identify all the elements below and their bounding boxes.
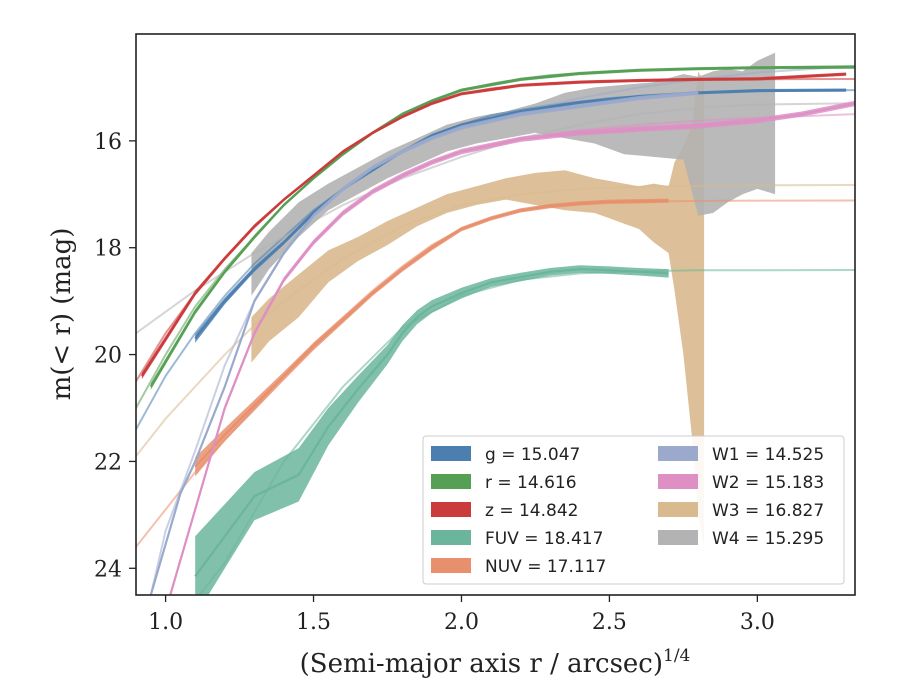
legend-frame <box>422 435 845 585</box>
data-line-r <box>149 66 855 388</box>
legend-label-r: r = 14.616 <box>485 473 577 493</box>
legend-swatch-fuv <box>431 530 471 545</box>
legend-label-w3: W3 = 16.827 <box>712 501 824 521</box>
x-axis-ticks: 1.0 1.5 2.0 2.5 3.0 <box>148 595 775 635</box>
legend-swatch-w4 <box>658 530 698 545</box>
data-line-w2 <box>169 102 855 595</box>
y-tick-label: 24 <box>94 557 122 582</box>
data-line-z <box>140 73 847 377</box>
legend-label-w2: W2 = 15.183 <box>712 473 824 493</box>
legend-swatch-w1 <box>658 446 698 461</box>
legend-label-w4: W4 = 15.295 <box>712 529 824 549</box>
legend-label-z: z = 14.842 <box>485 501 578 521</box>
data-line-fuv <box>194 267 669 577</box>
model-line-w3 <box>136 184 855 457</box>
y-tick-label: 20 <box>94 344 122 369</box>
legend-label-fuv: FUV = 18.417 <box>485 529 603 549</box>
data-line-w1 <box>149 91 699 595</box>
x-axis-label: (Semi-major axis r / arcsec)1/4 <box>300 646 691 679</box>
x-tick-label: 2.5 <box>592 610 627 635</box>
legend: g = 15.047 r = 14.616 z = 14.842 FUV = 18.4… <box>422 435 845 585</box>
x-tick-label: 1.0 <box>148 610 183 635</box>
data-line-nuv <box>194 199 669 468</box>
legend-label-g: g = 15.047 <box>485 445 580 465</box>
data-band-w3 <box>251 71 705 547</box>
x-tick-label: 2.0 <box>444 610 479 635</box>
legend-label-w1: W1 = 14.525 <box>712 445 824 465</box>
x-tick-label: 1.5 <box>296 610 331 635</box>
legend-swatch-g <box>431 446 471 461</box>
data-curves <box>140 65 855 595</box>
legend-label-nuv: NUV = 17.117 <box>485 557 606 577</box>
y-axis-label: m(< r) (mag) <box>47 228 77 401</box>
legend-swatch-w3 <box>658 502 698 517</box>
legend-swatch-w2 <box>658 474 698 489</box>
y-tick-label: 18 <box>94 237 122 262</box>
y-tick-label: 22 <box>94 450 122 475</box>
legend-swatch-r <box>431 474 471 489</box>
legend-swatch-nuv <box>431 558 471 573</box>
plot-frame <box>135 33 856 596</box>
x-tick-label: 3.0 <box>740 610 775 635</box>
y-tick-label: 16 <box>94 130 122 155</box>
y-axis-ticks: 16 18 20 22 24 <box>94 130 136 582</box>
legend-swatch-z <box>431 502 471 517</box>
